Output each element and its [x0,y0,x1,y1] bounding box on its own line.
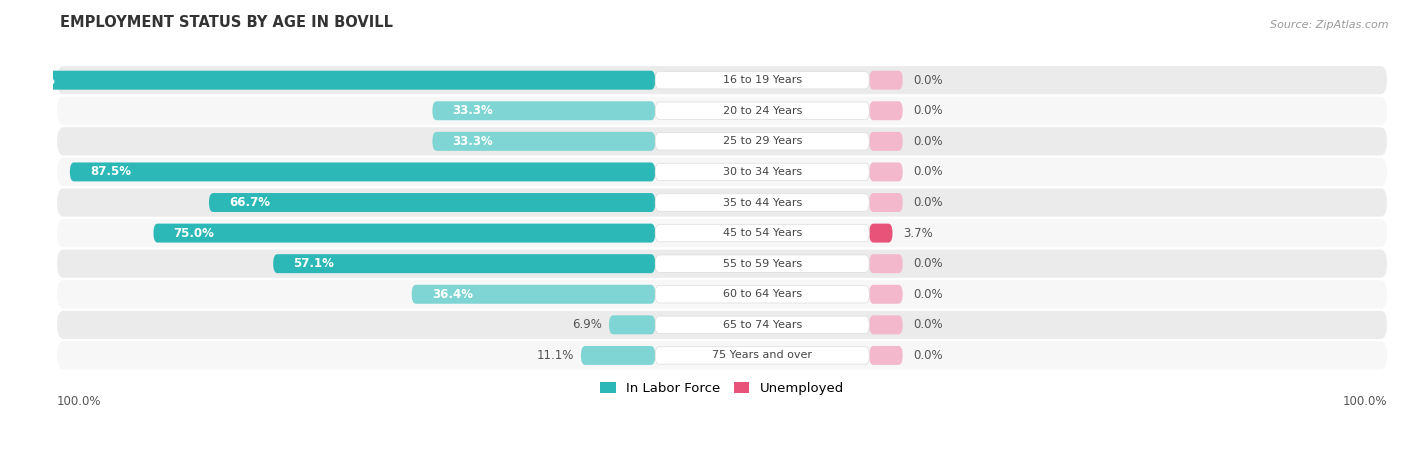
Text: 87.5%: 87.5% [90,166,131,179]
FancyBboxPatch shape [609,315,655,334]
FancyBboxPatch shape [655,347,869,364]
Text: 100.0%: 100.0% [1343,396,1386,408]
FancyBboxPatch shape [0,71,655,90]
Text: 20 to 24 Years: 20 to 24 Years [723,106,801,116]
FancyBboxPatch shape [412,285,655,304]
Text: EMPLOYMENT STATUS BY AGE IN BOVILL: EMPLOYMENT STATUS BY AGE IN BOVILL [60,15,392,30]
Text: 16 to 19 Years: 16 to 19 Years [723,75,801,85]
FancyBboxPatch shape [869,132,903,151]
Text: 6.9%: 6.9% [572,318,602,331]
FancyBboxPatch shape [655,285,869,303]
FancyBboxPatch shape [655,225,869,242]
FancyBboxPatch shape [433,132,655,151]
Text: 66.7%: 66.7% [229,196,270,209]
Text: Source: ZipAtlas.com: Source: ZipAtlas.com [1270,20,1388,30]
Text: 0.0%: 0.0% [914,257,943,270]
Text: 45 to 54 Years: 45 to 54 Years [723,228,801,238]
Text: 36.4%: 36.4% [432,288,472,301]
FancyBboxPatch shape [273,254,655,273]
FancyBboxPatch shape [655,316,869,334]
FancyBboxPatch shape [153,224,655,243]
FancyBboxPatch shape [70,162,655,181]
FancyBboxPatch shape [58,341,1386,369]
FancyBboxPatch shape [869,162,903,181]
FancyBboxPatch shape [58,97,1386,125]
Text: 57.1%: 57.1% [294,257,335,270]
FancyBboxPatch shape [58,127,1386,156]
Text: 60 to 64 Years: 60 to 64 Years [723,289,801,299]
FancyBboxPatch shape [581,346,655,365]
FancyBboxPatch shape [655,71,869,89]
Text: 75.0%: 75.0% [173,226,215,239]
FancyBboxPatch shape [58,219,1386,247]
Text: 0.0%: 0.0% [914,166,943,179]
Text: 0.0%: 0.0% [914,349,943,362]
Text: 0.0%: 0.0% [914,288,943,301]
FancyBboxPatch shape [58,66,1386,94]
Text: 0.0%: 0.0% [914,74,943,87]
FancyBboxPatch shape [58,311,1386,339]
Text: 0.0%: 0.0% [914,196,943,209]
Text: 75 Years and over: 75 Years and over [713,350,813,360]
FancyBboxPatch shape [655,102,869,120]
FancyBboxPatch shape [655,133,869,150]
Text: 33.3%: 33.3% [453,135,494,148]
Text: 100.0%: 100.0% [58,396,101,408]
Text: 0.0%: 0.0% [914,135,943,148]
Text: 30 to 34 Years: 30 to 34 Years [723,167,801,177]
FancyBboxPatch shape [433,101,655,120]
Text: 3.7%: 3.7% [903,226,934,239]
FancyBboxPatch shape [58,158,1386,186]
FancyBboxPatch shape [869,315,903,334]
Text: 35 to 44 Years: 35 to 44 Years [723,198,801,207]
Text: 33.3%: 33.3% [453,104,494,117]
Text: 25 to 29 Years: 25 to 29 Years [723,136,801,146]
FancyBboxPatch shape [655,255,869,272]
FancyBboxPatch shape [655,194,869,211]
Text: 55 to 59 Years: 55 to 59 Years [723,259,801,269]
FancyBboxPatch shape [869,346,903,365]
FancyBboxPatch shape [869,193,903,212]
Text: 0.0%: 0.0% [914,318,943,331]
FancyBboxPatch shape [869,224,893,243]
Text: 11.1%: 11.1% [537,349,574,362]
FancyBboxPatch shape [869,254,903,273]
Text: 100.0%: 100.0% [6,74,55,87]
FancyBboxPatch shape [869,101,903,120]
FancyBboxPatch shape [58,280,1386,308]
Text: 0.0%: 0.0% [914,104,943,117]
FancyBboxPatch shape [58,249,1386,278]
Text: 65 to 74 Years: 65 to 74 Years [723,320,801,330]
FancyBboxPatch shape [869,71,903,90]
Legend: In Labor Force, Unemployed: In Labor Force, Unemployed [595,377,849,400]
FancyBboxPatch shape [655,163,869,181]
FancyBboxPatch shape [209,193,655,212]
FancyBboxPatch shape [869,285,903,304]
FancyBboxPatch shape [58,189,1386,216]
